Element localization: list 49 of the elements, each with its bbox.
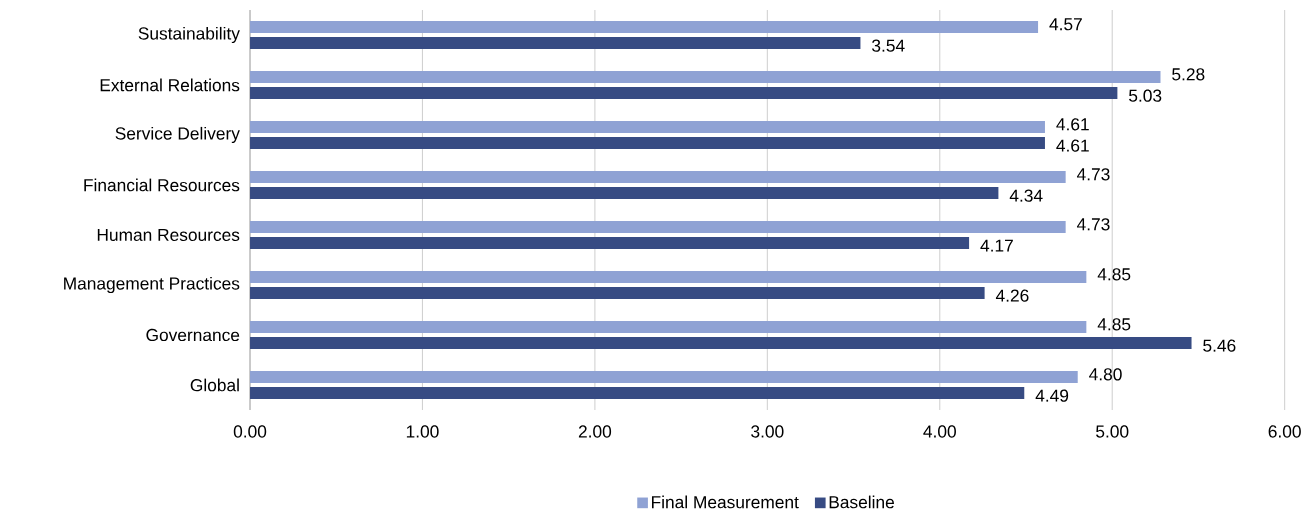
y-tick-label: Financial Resources [84,178,240,192]
bar [250,186,999,199]
y-tick-label: Governance [146,328,240,342]
data-label: 5.03 [1129,89,1162,102]
bar [250,220,1066,233]
bar [250,70,1161,83]
x-tick-label: 4.00 [923,425,956,438]
data-label: 4.26 [995,289,1029,302]
bar [250,386,1025,399]
data-label: 4.61 [1056,139,1089,152]
bar [250,170,1066,183]
bar [250,236,970,249]
bar [250,36,861,49]
y-tick-label: Sustainability [138,26,240,44]
bar [250,286,985,299]
x-tick-label: 3.00 [751,425,784,438]
data-label: 5.28 [1172,68,1205,81]
data-label: 4.61 [1056,118,1089,131]
x-tick-label: 2.00 [578,425,612,438]
x-tick-label: 0.00 [233,425,267,438]
bar [250,336,1192,349]
data-label: 4.17 [980,239,1013,252]
data-label: 4.34 [1009,189,1043,202]
bar [250,20,1039,33]
legend-label: Final Measurement [652,495,799,509]
data-label: 4.85 [1097,318,1131,331]
data-label: 4.85 [1097,268,1131,281]
x-tick-label: 6.00 [1268,425,1301,438]
y-tick-label: Global [190,378,239,392]
data-label: 3.54 [872,39,905,52]
x-tick-label: 1.00 [406,425,439,438]
y-tick-label: Human Resources [97,228,240,242]
data-label: 4.80 [1089,368,1122,381]
data-label: 5.46 [1203,339,1236,352]
bar [250,120,1045,133]
x-tick-label: 5.00 [1096,425,1129,438]
bar [250,136,1045,149]
y-tick-label: Management Practices [64,276,240,294]
y-tick-label: Service Delivery [115,126,240,144]
data-label: 4.73 [1076,218,1110,231]
data-label: 4.57 [1049,18,1082,31]
data-label: 4.73 [1076,168,1110,181]
bar [250,270,1087,283]
bar [250,370,1078,383]
bar [250,86,1118,99]
data-label: 4.49 [1035,389,1069,402]
legend-label: Baseline [829,495,894,509]
y-tick-label: External Relations [100,78,240,92]
bar [250,320,1087,333]
